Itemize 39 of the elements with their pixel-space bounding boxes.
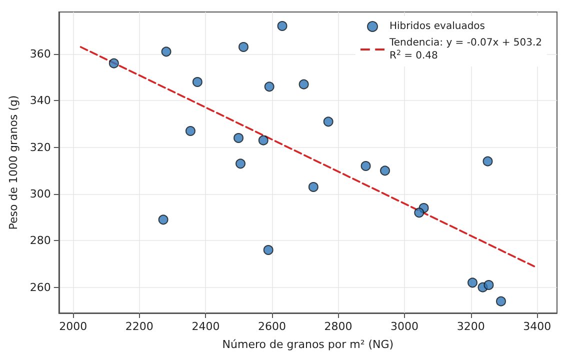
point	[238, 42, 248, 52]
y-tick-label: 320	[30, 140, 51, 154]
point	[258, 135, 268, 146]
x-tick-label: 2000	[59, 320, 88, 333]
x-tick-label: 3400	[523, 320, 552, 333]
point	[323, 116, 334, 127]
point	[360, 161, 371, 171]
point	[496, 296, 506, 306]
point	[308, 182, 318, 192]
x-tick-label: 2400	[192, 320, 220, 333]
point	[298, 79, 309, 90]
x-tick-label: 2600	[258, 320, 286, 333]
point	[185, 126, 196, 136]
point	[484, 280, 494, 290]
y-tick-label: 300	[30, 188, 51, 200]
point	[108, 58, 119, 68]
point	[161, 46, 172, 57]
point	[380, 166, 390, 176]
x-tick-label: 3000	[390, 320, 419, 333]
point	[277, 21, 288, 31]
y-tick-label: 360	[30, 48, 51, 60]
point	[234, 133, 244, 143]
y-tick-label: 340	[30, 94, 51, 108]
point	[263, 245, 274, 255]
x-tick-label: 2800	[324, 320, 352, 333]
point	[468, 278, 478, 288]
point	[236, 158, 246, 169]
point	[158, 214, 168, 225]
y-tick-label: 280	[30, 234, 51, 248]
x-axis-title: Número de granos por m² (NG)	[222, 338, 394, 351]
point	[192, 77, 202, 87]
point	[482, 156, 493, 166]
legend-label: Hibridos evaluados	[390, 21, 486, 32]
x-tick-label: 2200	[125, 320, 154, 333]
y-tick-label: 260	[30, 280, 51, 294]
y-axis-title: Peso de 1000 granos (g)	[7, 95, 20, 230]
x-tick-label: 3200	[456, 320, 485, 333]
point	[264, 82, 274, 92]
point	[414, 208, 424, 218]
